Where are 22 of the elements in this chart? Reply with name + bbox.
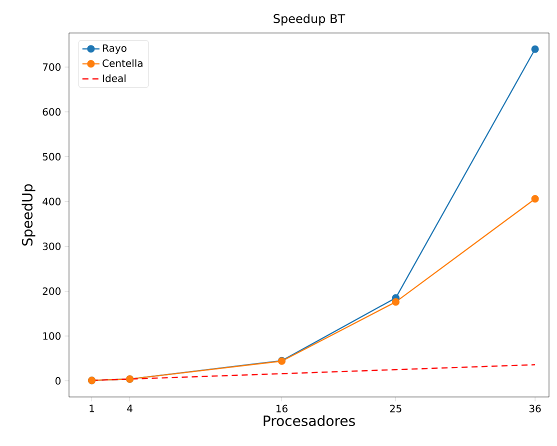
y-tick-label: 700 (42, 63, 61, 71)
y-tick-label: 500 (42, 152, 61, 160)
point (531, 45, 539, 53)
y-tick-label: 600 (42, 108, 61, 116)
legend-label: Rayo (103, 44, 126, 54)
y-tick-label: 0 (56, 377, 61, 385)
y-tick-label: 400 (42, 198, 61, 206)
legend-label: Ideal (103, 74, 126, 82)
point (392, 298, 400, 306)
y-tick-label: 200 (42, 287, 61, 295)
legend-label: Centella (102, 59, 142, 68)
x-tick-label: 36 (529, 404, 541, 412)
x-tick-label: 16 (276, 404, 288, 412)
x-axis-title: Procesadores (264, 415, 355, 426)
x-tick-label: 25 (390, 404, 402, 412)
chart-title: Speedup BT (274, 14, 346, 26)
y-axis-title: SpeedUp (22, 184, 36, 246)
y-tick-label: 300 (42, 242, 61, 250)
y-tick-label: 100 (43, 332, 61, 340)
x-tick-label: 4 (127, 404, 132, 412)
x-tick-label: 1 (90, 404, 94, 412)
point (531, 195, 539, 203)
